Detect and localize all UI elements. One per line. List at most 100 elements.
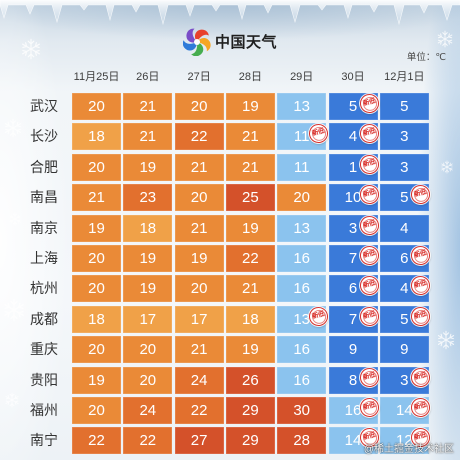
temperature-value: 22 xyxy=(139,432,157,450)
temperature-cell: 16 xyxy=(277,275,327,303)
temperature-value: 27 xyxy=(190,432,208,450)
temperature-value: 29 xyxy=(242,432,259,450)
new-low-badge-label: 新低 xyxy=(362,401,377,412)
temperature-value: 24 xyxy=(139,402,157,419)
temperature-value: 20 xyxy=(293,189,311,207)
temperature-cell: 26 xyxy=(225,366,275,394)
temperature-cell: 29 xyxy=(225,427,275,455)
temperature-cell: 3 xyxy=(379,153,429,181)
date-header: 28日 xyxy=(238,71,263,83)
new-low-badge-label: 新低 xyxy=(362,188,377,199)
temperature-cell: 21 xyxy=(174,214,224,242)
temperature-cell: 30 xyxy=(277,397,327,424)
temperature-cell: 20 xyxy=(123,336,173,364)
temperature-value: 6 xyxy=(400,250,409,267)
temperature-value: 16 xyxy=(293,250,311,267)
temperature-cell: 3 xyxy=(379,123,429,151)
temperature-value: 6 xyxy=(348,280,358,298)
temperature-value: 19 xyxy=(139,250,157,267)
temperature-cell: 27 xyxy=(174,427,224,455)
temperature-value: 22 xyxy=(190,128,208,146)
logo-petal xyxy=(183,40,198,51)
temperature-value: 19 xyxy=(139,158,157,176)
temperature-cell: 19 xyxy=(72,214,121,242)
logo-petal xyxy=(186,28,197,43)
city-label: 南宁 xyxy=(30,432,58,449)
temperature-value: 13 xyxy=(293,310,311,328)
temperature-value: 16 xyxy=(293,341,311,359)
temperature-cell: 17 xyxy=(174,305,224,333)
temperature-value: 11 xyxy=(293,128,310,146)
temperature-value: 28 xyxy=(293,432,311,450)
temperature-value: 20 xyxy=(88,158,105,176)
temperature-cell: 20 xyxy=(277,184,327,212)
temperature-cell: 21 xyxy=(225,153,275,181)
temperature-value: 5 xyxy=(400,310,409,328)
temperature-value: 26 xyxy=(242,371,259,389)
temperature-value: 3 xyxy=(400,371,409,389)
temperature-value: 5 xyxy=(348,98,358,115)
temperature-cell: 13 xyxy=(277,214,327,242)
date-header: 12月1日 xyxy=(384,71,425,83)
city-label: 上海 xyxy=(30,250,58,266)
temperature-cell: 20 xyxy=(72,153,121,181)
temperature-value: 18 xyxy=(242,310,259,328)
temperature-cell: 16 xyxy=(277,366,327,394)
new-low-badge-label: 新低 xyxy=(311,310,325,321)
temperature-value: 14 xyxy=(344,432,362,450)
temperature-value: 7 xyxy=(348,250,358,267)
temperature-cell: 16 xyxy=(277,336,327,364)
temperature-value: 13 xyxy=(293,219,311,237)
temperature-cell: 21 xyxy=(123,123,173,151)
temperature-value: 17 xyxy=(139,310,157,328)
logo-petal xyxy=(191,42,204,56)
watermark: @稀土掘金技术社区 xyxy=(363,444,454,455)
temperature-cell: 28 xyxy=(277,427,327,455)
temperature-value: 16 xyxy=(344,402,362,419)
temperature-cell: 14 xyxy=(379,397,429,424)
temperature-cell: 21 xyxy=(72,184,121,212)
temperature-value: 3 xyxy=(348,219,358,237)
temperature-cell: 19 xyxy=(225,93,275,120)
temperature-value: 7 xyxy=(348,310,358,328)
temperature-value: 13 xyxy=(293,98,311,115)
city-label: 杭州 xyxy=(30,280,58,297)
temperature-cell: 19 xyxy=(72,366,121,394)
temperature-value: 20 xyxy=(88,280,105,298)
temperature-value: 21 xyxy=(88,189,105,207)
temperature-value: 9 xyxy=(348,341,358,359)
temperature-value: 3 xyxy=(400,128,409,146)
temperature-cell: 21 xyxy=(174,336,224,364)
temperature-cell: 9 xyxy=(379,336,429,364)
temperature-cell: 16 xyxy=(277,245,327,272)
unit-label: 单位：℃ xyxy=(406,52,446,63)
temperature-value: 4 xyxy=(400,219,409,237)
temperature-cell: 20 xyxy=(123,366,173,394)
temperature-value: 17 xyxy=(190,310,208,328)
temperature-cell: 5 xyxy=(379,93,429,120)
temperature-value: 18 xyxy=(88,310,105,328)
new-low-badge-label: 新低 xyxy=(362,97,377,108)
temperature-value: 22 xyxy=(190,402,208,419)
temperature-value: 23 xyxy=(139,189,157,207)
temperature-cell: 23 xyxy=(123,184,173,212)
temperature-cell: 11 xyxy=(277,153,327,181)
temperature-cell: 19 xyxy=(225,214,275,242)
logo-petal xyxy=(194,29,209,42)
temperature-value: 19 xyxy=(190,250,208,267)
temperature-cell: 20 xyxy=(72,93,121,120)
new-low-badge-label: 新低 xyxy=(311,128,325,138)
temperature-cell: 19 xyxy=(225,336,275,364)
temperature-cell: 18 xyxy=(225,305,275,333)
temperature-value: 1 xyxy=(348,158,358,176)
temperature-cell: 21 xyxy=(123,93,173,120)
temperature-value: 22 xyxy=(88,432,105,450)
temperature-cell: 22 xyxy=(174,123,224,151)
city-label: 贵阳 xyxy=(30,371,58,388)
temperature-cell: 29 xyxy=(225,397,275,424)
temperature-value: 16 xyxy=(293,280,311,298)
city-label: 南昌 xyxy=(30,189,58,206)
temperature-value: 21 xyxy=(190,219,208,237)
temperature-cell: 21 xyxy=(174,153,224,181)
